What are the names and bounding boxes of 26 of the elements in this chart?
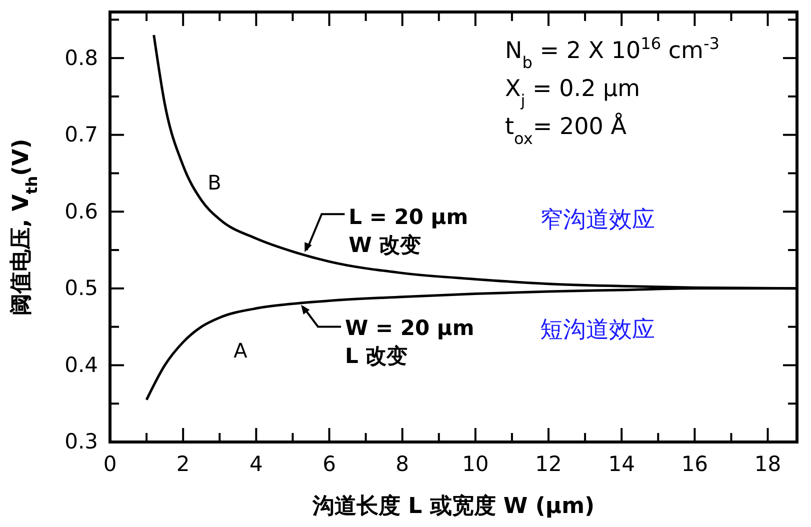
x-tick-label: 6 (322, 452, 336, 476)
x-tick-label: 0 (103, 452, 117, 476)
x-tick-label: 4 (249, 452, 263, 476)
x-axis-title: 沟道长度 L 或宽度 W (μm) (311, 493, 595, 519)
y-tick-label: 0.3 (64, 430, 98, 454)
y-tick-label: 0.5 (64, 276, 98, 300)
x-tick-label: 16 (681, 452, 708, 476)
x-tick-label: 14 (608, 452, 635, 476)
x-tick-label: 18 (754, 452, 782, 476)
series-label: B (208, 170, 222, 194)
annotation: t$_{ox}$= 200 Å (505, 112, 627, 148)
y-tick-label: 0.4 (64, 352, 98, 377)
x-tick-label: 8 (396, 452, 410, 476)
annotation: W = 20 μm L 改变 (345, 316, 474, 368)
x-tick-label: 2 (176, 452, 190, 476)
y-tick-label: 0.6 (64, 199, 98, 224)
annotation: L = 20 μm W 改变 (348, 205, 468, 258)
y-tick-label: 0.8 (64, 46, 98, 70)
y-tick-label: 0.7 (64, 122, 98, 147)
x-tick-label: 12 (535, 452, 562, 476)
annotation: N$_{b}$ = 2 X 10$^{16}$ cm$^{-3}$ (505, 34, 720, 72)
annotation: X$_{j}$ = 0.2 μm (505, 76, 640, 110)
series-label: A (234, 338, 248, 363)
annotation: 短沟道效应 (540, 317, 655, 343)
annotation: 窄沟道效应 (540, 207, 655, 233)
x-tick-label: 10 (462, 452, 489, 476)
